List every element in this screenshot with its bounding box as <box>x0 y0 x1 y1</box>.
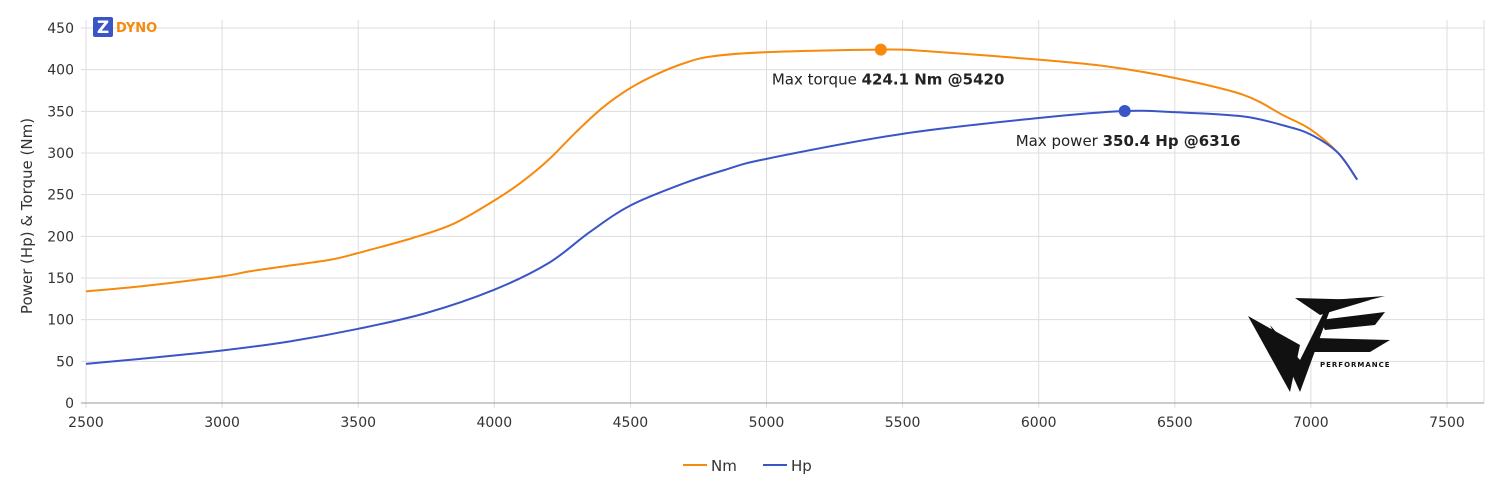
x-tick-label: 3000 <box>204 415 240 431</box>
y-tick-label: 0 <box>65 396 74 412</box>
x-tick-label: 5000 <box>749 415 785 431</box>
series-lines <box>85 48 1358 365</box>
grid <box>81 20 1485 408</box>
y-axis-label: Power (Hp) & Torque (Nm) <box>18 118 36 314</box>
logo-text: DYNO <box>116 21 157 36</box>
series-line-nm <box>85 48 1358 293</box>
watermark-text: PERFORMANCE <box>1320 361 1391 369</box>
legend: Nm Hp <box>683 457 812 475</box>
y-tick-label: 150 <box>47 271 74 287</box>
y-tick-label: 350 <box>47 104 74 120</box>
annotation-value: 424.1 Nm @5420 <box>862 71 1005 89</box>
y-tick-label: 300 <box>47 146 74 162</box>
y-tick-label: 450 <box>47 21 74 37</box>
x-tick-label: 7000 <box>1293 415 1329 431</box>
y-tick-label: 200 <box>47 229 74 245</box>
zdyno-logo: Z DYNO <box>93 17 157 38</box>
series-line-hp <box>85 109 1358 365</box>
x-tick-label: 6000 <box>1021 415 1057 431</box>
logo-letter: Z <box>97 18 109 38</box>
y-tick-label: 50 <box>56 354 74 370</box>
x-tick-label: 7500 <box>1429 415 1465 431</box>
max-point-hp <box>1118 105 1131 117</box>
logo-badge <box>93 17 113 37</box>
y-tick-label: 400 <box>47 63 74 79</box>
x-tick-label: 6500 <box>1157 415 1193 431</box>
annotation-prefix: Max power <box>1016 132 1103 150</box>
x-tick-label: 2500 <box>68 415 104 431</box>
annotation-prefix: Max torque <box>772 71 862 89</box>
y-tick-label: 250 <box>47 188 74 204</box>
x-tick-label: 4500 <box>613 415 649 431</box>
x-tick-label: 5500 <box>885 415 921 431</box>
max-point-nm <box>874 43 887 56</box>
legend-label: Hp <box>791 457 812 475</box>
annotations: Max torque 424.1 Nm @5420 Max power 350.4… <box>772 43 1241 150</box>
performance-watermark: PERFORMANCE <box>1248 296 1391 392</box>
legend-label: Nm <box>711 457 737 475</box>
x-tick-label: 3500 <box>340 415 376 431</box>
tick-labels: 2500 3000 3500 4000 4500 5000 5500 6000 6500 7000… <box>47 21 1465 431</box>
annotation-label: Max torque 424.1 Nm @5420 <box>772 71 1005 89</box>
annotation-value: 350.4 Hp @6316 <box>1103 132 1241 150</box>
y-tick-label: 100 <box>47 313 74 329</box>
annotation-label: Max power 350.4 Hp @6316 <box>1016 132 1241 150</box>
x-tick-label: 4000 <box>476 415 512 431</box>
